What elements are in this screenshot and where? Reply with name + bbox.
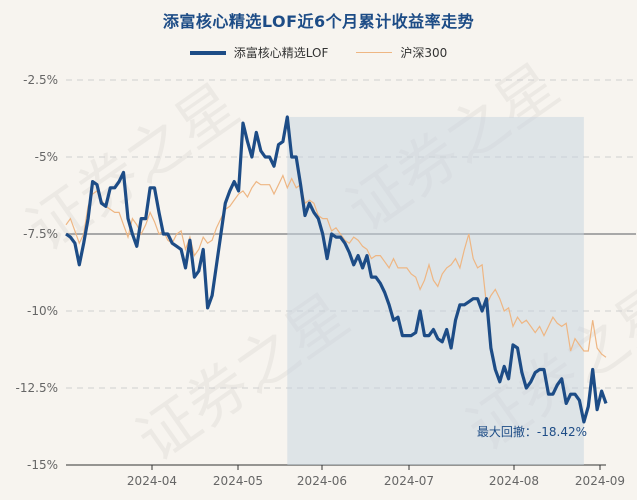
x-tick-label: 2024-04	[127, 474, 177, 488]
legend-swatch-fund	[189, 50, 226, 55]
y-tick-label: -2.5%	[23, 73, 58, 87]
y-tick-label: -7.5%	[23, 227, 58, 241]
x-tick-label: 2024-09	[575, 474, 625, 488]
max-drawdown-annotation: 最大回撤：-18.42%	[476, 425, 587, 439]
series-line-fund	[65, 115, 608, 424]
y-tick-label: -5%	[35, 150, 58, 164]
y-tick-label: -12.5%	[16, 381, 58, 395]
legend-item-index[interactable]: 沪深300	[356, 44, 447, 61]
y-tick-label: -10%	[27, 304, 58, 318]
x-tick-label: 2024-05	[213, 474, 263, 488]
x-tick-label: 2024-07	[384, 474, 434, 488]
y-tick-label: -15%	[27, 458, 58, 472]
legend-label-index: 沪深300	[400, 46, 448, 60]
x-tick-label: 2024-08	[489, 474, 539, 488]
legend-swatch-index	[356, 52, 393, 53]
legend-item-fund[interactable]: 添富核心精选LOF	[189, 44, 329, 61]
x-tick-label: 2024-06	[297, 474, 347, 488]
chart-title: 添富核心精选LOF近6个月累计收益率走势	[162, 12, 475, 31]
series-line-hs300	[65, 173, 607, 358]
drawdown-area	[287, 116, 584, 466]
chart-legend: 添富核心精选LOF 沪深300	[0, 44, 637, 61]
legend-label-fund: 添富核心精选LOF	[233, 46, 329, 60]
